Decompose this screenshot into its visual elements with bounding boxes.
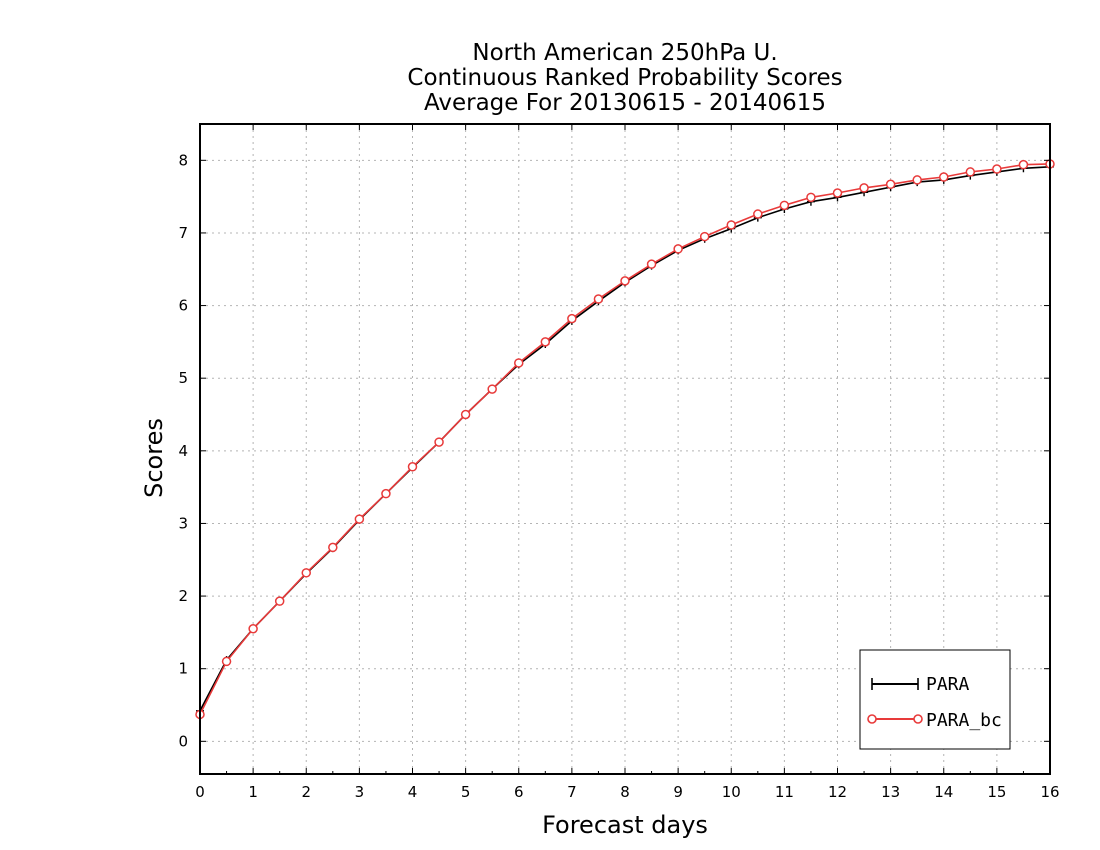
- data-point-para-bc: [460, 409, 471, 420]
- legend-label-para: PARA: [926, 674, 970, 695]
- data-point-para-bc: [912, 175, 922, 185]
- x-tick-label: 3: [355, 783, 365, 801]
- data-point-para-bc: [381, 488, 391, 499]
- x-tick-label: 13: [881, 783, 900, 801]
- x-axis-title: Forecast days: [542, 811, 708, 839]
- data-point-para-bc: [248, 623, 258, 634]
- y-tick-label: 3: [178, 514, 188, 532]
- legend-marker-para-bc-right: [913, 714, 923, 724]
- x-tick-label: 15: [987, 783, 1006, 801]
- data-point-para-bc: [992, 164, 1002, 174]
- x-tick-label: 9: [673, 783, 683, 801]
- x-tick-label: 4: [408, 783, 418, 801]
- x-tick-label: 12: [828, 783, 847, 801]
- data-point-para-bc: [514, 358, 524, 368]
- data-point-para-bc: [354, 514, 365, 524]
- data-point-para-bc: [487, 384, 497, 394]
- chart-title-line-2: Continuous Ranked Probability Scores: [407, 65, 842, 91]
- x-tick-label: 0: [195, 783, 205, 801]
- x-tick-label: 1: [248, 783, 258, 801]
- legend: PARA PARA_bc: [859, 649, 1011, 750]
- y-tick-label: 4: [178, 442, 188, 460]
- chart-title-line-1: North American 250hPa U.: [472, 40, 777, 66]
- data-point-para-bc: [859, 183, 869, 193]
- plot-series: [195, 159, 1055, 720]
- x-tick-label: 11: [775, 783, 794, 801]
- chart-title-line-3: Average For 20130615 - 20140615: [424, 90, 826, 116]
- data-point-para-bc: [779, 200, 790, 211]
- data-point-para-bc: [673, 244, 683, 254]
- data-point-para-bc: [221, 656, 232, 667]
- y-tick-label: 0: [178, 732, 188, 750]
- y-tick-label: 2: [178, 587, 188, 605]
- data-point-para-bc: [567, 313, 577, 324]
- data-point-para-bc: [753, 209, 763, 219]
- y-tick-label: 5: [178, 369, 188, 387]
- y-axis-title: Scores: [140, 418, 168, 498]
- x-tick-label: 14: [934, 783, 953, 801]
- data-point-para-bc: [274, 596, 285, 606]
- data-point-para-bc: [965, 167, 976, 177]
- y-tick-label: 6: [178, 297, 188, 315]
- legend-box: [859, 649, 1011, 750]
- y-tick-label: 8: [178, 151, 188, 169]
- x-tick-label: 10: [722, 783, 741, 801]
- data-point-para-bc: [832, 188, 843, 198]
- x-tick-label: 7: [567, 783, 577, 801]
- data-point-para-bc: [885, 179, 896, 190]
- legend-label-para-bc: PARA_bc: [926, 710, 1002, 731]
- data-point-para-bc: [939, 172, 949, 182]
- data-point-para-bc: [540, 337, 551, 347]
- x-tick-label: 2: [301, 783, 311, 801]
- y-tick-label: 1: [178, 660, 188, 678]
- x-tick-label: 6: [514, 783, 524, 801]
- data-point-para-bc: [301, 568, 311, 578]
- x-tick-label: 16: [1040, 783, 1059, 801]
- x-tick-label: 8: [620, 783, 630, 801]
- data-point-para-bc: [646, 259, 657, 269]
- data-point-para-bc: [1018, 159, 1029, 170]
- y-tick-label: 7: [178, 224, 188, 242]
- x-tick-label: 5: [461, 783, 471, 801]
- data-point-para-bc: [328, 542, 338, 553]
- data-point-para-bc: [593, 294, 604, 304]
- data-point-para-bc: [806, 192, 816, 203]
- data-point-para-bc: [620, 276, 630, 286]
- data-point-para-bc: [726, 220, 736, 230]
- data-point-para-bc: [699, 231, 710, 242]
- series-line-para-bc: [199, 163, 1051, 715]
- data-point-para-bc: [434, 437, 444, 447]
- data-point-para-bc: [407, 462, 418, 472]
- legend-marker-para-bc-left: [867, 714, 877, 724]
